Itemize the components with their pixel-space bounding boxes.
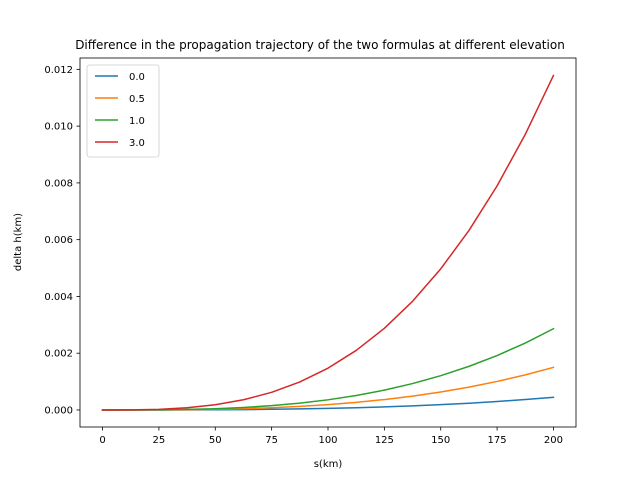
y-tick-label: 0.004 [44, 292, 73, 303]
chart-title: Difference in the propagation trajectory… [75, 38, 565, 52]
legend-label-1: 0.5 [129, 94, 145, 105]
x-tick-label: 200 [544, 435, 563, 446]
y-tick-label: 0.000 [44, 405, 73, 416]
plot-area [101, 74, 555, 411]
x-tick-label: 175 [488, 435, 507, 446]
series-line-2 [101, 327, 555, 411]
y-axis-label: delta h(km) [13, 213, 24, 271]
y-tick-label: 0.010 [44, 122, 73, 133]
x-tick-label: 75 [265, 435, 278, 446]
x-tick-label: 100 [318, 435, 337, 446]
x-axis-label: s(km) [314, 459, 343, 470]
x-tick-label: 50 [209, 435, 222, 446]
legend-label-2: 1.0 [129, 116, 145, 127]
y-tick-label: 0.006 [44, 235, 73, 246]
x-tick-label: 125 [375, 435, 394, 446]
x-axis: 0 25 50 75 100 125 150 175 200 [99, 427, 563, 446]
series-line-3 [101, 74, 555, 411]
x-tick-label: 150 [431, 435, 450, 446]
y-axis: 0.000 0.002 0.004 0.006 0.008 0.010 0.012 [44, 65, 80, 416]
y-tick-label: 0.008 [44, 178, 73, 189]
x-tick-label: 25 [153, 435, 166, 446]
legend-label-3: 3.0 [129, 138, 145, 149]
y-tick-label: 0.012 [44, 65, 73, 76]
legend-label-0: 0.0 [129, 72, 145, 83]
series-line-1 [101, 366, 555, 411]
legend: 0.0 0.5 1.0 3.0 [86, 64, 160, 158]
x-tick-label: 0 [99, 435, 105, 446]
y-tick-label: 0.002 [44, 349, 73, 360]
legend-frame [86, 64, 160, 158]
